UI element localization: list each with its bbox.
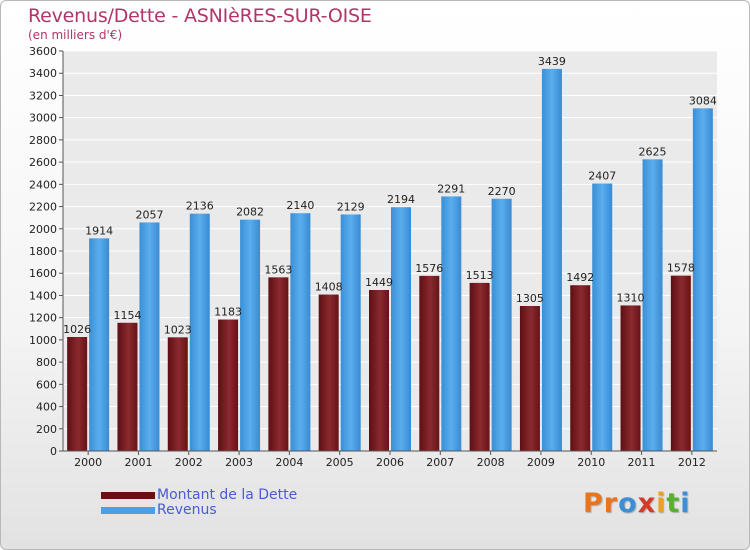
bar-debt	[67, 337, 88, 451]
x-tick-label: 2005	[326, 456, 354, 469]
bar-debt	[268, 277, 289, 451]
data-label-revenue: 3439	[538, 55, 566, 68]
y-tick-label: 2200	[29, 201, 57, 214]
data-label-debt: 1513	[466, 269, 494, 282]
y-tick-label: 1600	[29, 267, 57, 280]
chart-title: Revenus/Dette - ASNIèRES-SUR-OISE	[28, 5, 372, 27]
data-label-debt: 1578	[667, 262, 695, 275]
y-tick-label: 2000	[29, 223, 57, 236]
axes: 0 200 400 600 800 1000 1200 1400 1600 1800 2000 220…	[29, 45, 717, 469]
bar-revenue	[491, 198, 512, 451]
data-label-revenue: 2291	[437, 182, 465, 195]
x-tick-label: 2003	[225, 456, 253, 469]
data-label-revenue: 2140	[286, 199, 314, 212]
data-label-revenue: 2625	[639, 145, 667, 158]
y-tick-label: 1400	[29, 289, 57, 302]
bar-debt	[117, 322, 138, 451]
bar-revenue	[89, 238, 110, 451]
legend-swatch-debt	[101, 492, 155, 499]
data-label-debt: 1408	[315, 281, 343, 294]
data-labels: 1026 1914 1154 2057 1023 2136 1183 2082 1563 2140…	[63, 55, 717, 336]
x-tick-label: 2001	[124, 456, 152, 469]
bar-revenue	[240, 219, 261, 451]
y-tick-label: 3000	[29, 112, 57, 125]
y-tick-label: 1000	[29, 334, 57, 347]
x-tick-label: 2008	[477, 456, 505, 469]
data-label-debt: 1154	[113, 309, 141, 322]
data-label-debt: 1305	[516, 292, 544, 305]
bar-debt	[218, 319, 239, 451]
data-label-debt: 1576	[415, 262, 443, 275]
data-label-revenue: 3084	[689, 94, 717, 107]
y-tick-label: 3600	[29, 45, 57, 58]
data-label-debt: 1026	[63, 323, 91, 336]
bar-revenue	[441, 196, 462, 451]
bar-debt	[419, 275, 440, 451]
bar-revenue	[290, 213, 311, 451]
y-tick-label: 0	[50, 445, 57, 458]
bar-revenue	[541, 68, 562, 451]
x-tick-label: 2010	[577, 456, 605, 469]
y-tick-label: 2400	[29, 178, 57, 191]
bar-revenue	[642, 159, 663, 452]
x-tick-label: 2011	[628, 456, 656, 469]
legend-swatch-revenue	[101, 507, 155, 514]
data-label-revenue: 2194	[387, 193, 415, 206]
proxiti-logo: Proxiti	[583, 488, 691, 519]
x-tick-label: 2002	[175, 456, 203, 469]
legend-label-revenue: Revenus	[157, 502, 217, 518]
bar-revenue	[189, 213, 210, 451]
x-tick-label: 2000	[74, 456, 102, 469]
bar-debt	[620, 305, 641, 451]
bar-debt	[570, 285, 591, 451]
data-label-revenue: 2057	[135, 208, 163, 221]
bar-debt	[519, 306, 540, 451]
y-tick-label: 400	[36, 401, 57, 414]
bar-revenue	[692, 108, 713, 451]
data-label-revenue: 2407	[588, 170, 616, 183]
bar-debt	[469, 282, 490, 451]
data-label-revenue: 1914	[85, 224, 113, 237]
bar-debt	[670, 275, 691, 451]
data-label-debt: 1310	[617, 291, 645, 304]
data-label-debt: 1023	[164, 323, 192, 336]
y-tick-label: 600	[36, 378, 57, 391]
data-label-debt: 1183	[214, 306, 242, 319]
y-tick-label: 1200	[29, 312, 57, 325]
data-label-revenue: 2270	[488, 185, 516, 198]
data-label-debt: 1492	[566, 271, 594, 284]
x-tick-label: 2009	[527, 456, 555, 469]
bar-revenue	[139, 222, 160, 451]
x-tick-label: 2006	[376, 456, 404, 469]
data-label-debt: 1563	[264, 263, 292, 276]
y-tick-label: 2800	[29, 134, 57, 147]
data-label-revenue: 2136	[186, 200, 214, 213]
x-tick-label: 2007	[426, 456, 454, 469]
y-tick-label: 200	[36, 423, 57, 436]
bar-debt	[369, 290, 389, 451]
y-tick-label: 2600	[29, 156, 57, 169]
chart-subtitle: (en milliers d'€)	[28, 28, 123, 42]
legend-label-debt: Montant de la Dette	[157, 487, 298, 503]
bars	[67, 68, 713, 452]
y-tick-label: 800	[36, 356, 57, 369]
x-tick-label: 2012	[678, 456, 706, 469]
data-label-debt: 1449	[365, 276, 393, 289]
bar-debt	[318, 294, 339, 451]
data-label-revenue: 2129	[337, 200, 365, 213]
y-tick-label: 3200	[29, 89, 57, 102]
y-tick-label: 1800	[29, 245, 57, 258]
bar-revenue	[391, 207, 411, 451]
bar-revenue	[340, 214, 361, 451]
data-label-revenue: 2082	[236, 206, 264, 219]
bar-debt	[167, 337, 188, 451]
bar-revenue	[592, 183, 613, 452]
y-tick-label: 3400	[29, 67, 57, 80]
x-tick-label: 2004	[275, 456, 303, 469]
